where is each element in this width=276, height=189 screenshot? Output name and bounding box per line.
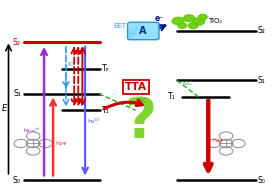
Circle shape (184, 15, 195, 21)
Text: hνₛₒᵣᵉᵗ: hνₛₒᵣᵉᵗ (23, 128, 40, 133)
Text: Tₙ: Tₙ (102, 64, 109, 73)
Text: EET: EET (113, 23, 126, 29)
Text: S₂: S₂ (258, 26, 266, 35)
Text: hνᴪ: hνᴪ (56, 141, 67, 146)
Text: S₁: S₁ (13, 89, 21, 98)
Text: IC: IC (67, 62, 74, 67)
Text: ISC: ISC (137, 98, 147, 103)
Circle shape (188, 23, 198, 29)
Circle shape (178, 23, 187, 28)
Text: e⁻: e⁻ (154, 14, 164, 23)
Text: ?: ? (124, 95, 156, 149)
Text: S₀: S₀ (258, 176, 266, 184)
Text: S₁: S₁ (258, 76, 265, 85)
Text: TiO₂: TiO₂ (208, 19, 222, 24)
Text: TTA: TTA (125, 82, 147, 92)
Circle shape (172, 17, 184, 25)
Text: E: E (2, 104, 7, 113)
Text: T₁: T₁ (102, 106, 109, 115)
Circle shape (193, 18, 205, 25)
Text: A: A (139, 26, 147, 36)
Circle shape (198, 14, 207, 20)
Text: hνᴰᶠ: hνᴰᶠ (88, 119, 100, 124)
Text: S₂: S₂ (13, 38, 21, 47)
FancyBboxPatch shape (128, 22, 159, 40)
Text: T₁: T₁ (168, 92, 176, 101)
Text: S₀: S₀ (13, 176, 21, 184)
Text: hνᴪ: hνᴪ (212, 138, 224, 143)
Text: ISC: ISC (182, 81, 192, 86)
